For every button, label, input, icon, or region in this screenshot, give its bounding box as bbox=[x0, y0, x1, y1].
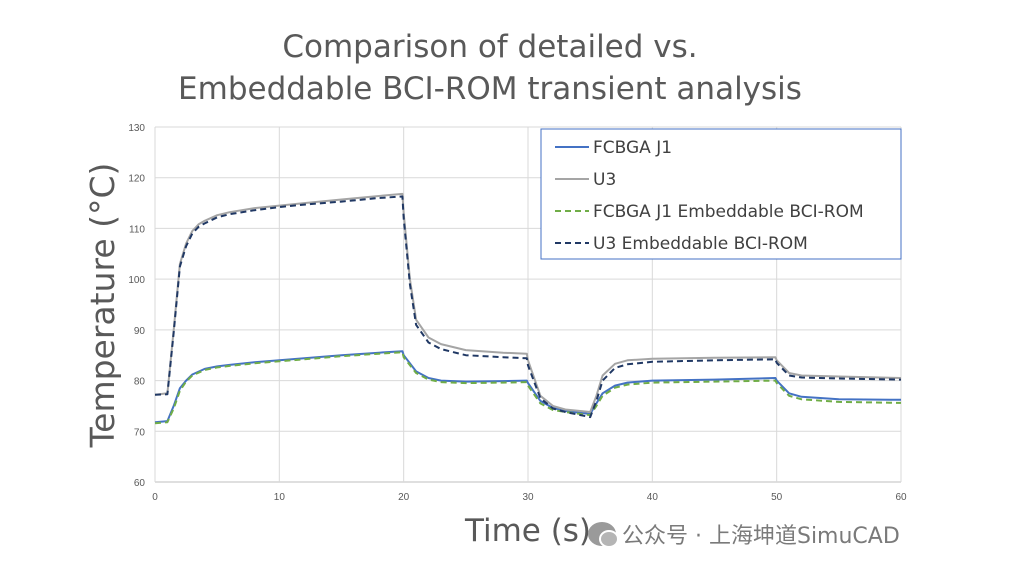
legend-label-4: U3 Embeddable BCI-ROM bbox=[593, 234, 808, 254]
x-tick-label-50: 50 bbox=[771, 492, 783, 503]
y-tick-label-70: 70 bbox=[134, 427, 146, 438]
chart-title-line-2: Embeddable BCI-ROM transient analysis bbox=[178, 71, 802, 107]
x-tick-label-0: 0 bbox=[152, 492, 158, 503]
watermark: 公众号 · 上海坤道SimuCAD bbox=[588, 518, 900, 550]
legend-label-1: FCBGA J1 bbox=[593, 138, 672, 158]
y-tick-label-130: 130 bbox=[128, 123, 145, 134]
y-tick-label-120: 120 bbox=[128, 174, 145, 185]
legend-box bbox=[540, 128, 902, 260]
watermark-text: 公众号 · 上海坤道SimuCAD bbox=[622, 524, 900, 549]
y-tick-label-60: 60 bbox=[134, 478, 146, 489]
legend-label-3: FCBGA J1 Embeddable BCI-ROM bbox=[593, 202, 864, 222]
x-tick-label-20: 20 bbox=[398, 492, 410, 503]
series-line-2 bbox=[154, 192, 902, 413]
series-line-3 bbox=[154, 351, 902, 425]
y-tick-label-110: 110 bbox=[129, 224, 145, 235]
chart-title: Comparison of detailed vs. Embeddable BC… bbox=[0, 26, 980, 110]
x-axis-title: Time (s) bbox=[464, 513, 591, 549]
x-tick-label-60: 60 bbox=[895, 492, 907, 503]
y-axis-title: Temperature (°C) bbox=[83, 163, 122, 449]
x-tick-label-30: 30 bbox=[522, 492, 534, 503]
y-tick-label-80: 80 bbox=[134, 377, 146, 388]
x-tick-label-40: 40 bbox=[647, 492, 659, 503]
y-tick-label-90: 90 bbox=[134, 326, 146, 337]
x-tick-label-10: 10 bbox=[274, 492, 286, 503]
y-tick-label-100: 100 bbox=[128, 275, 145, 286]
wechat-icon bbox=[588, 522, 619, 548]
legend-label-2: U3 bbox=[593, 170, 616, 190]
chart-title-line-1: Comparison of detailed vs. bbox=[282, 29, 698, 65]
